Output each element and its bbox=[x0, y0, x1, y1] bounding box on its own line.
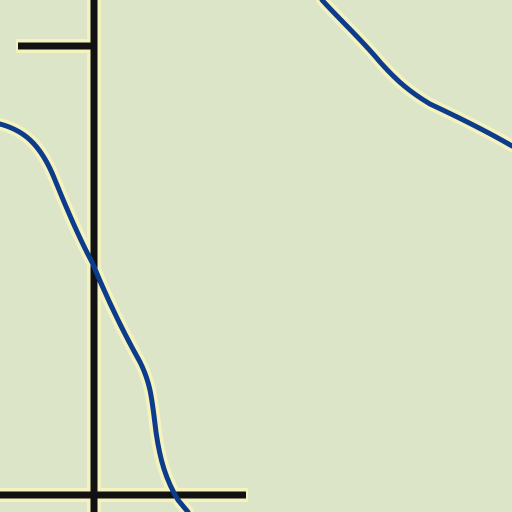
river-a bbox=[0, 121, 191, 512]
roads bbox=[0, 0, 246, 512]
river-b bbox=[319, 0, 512, 149]
